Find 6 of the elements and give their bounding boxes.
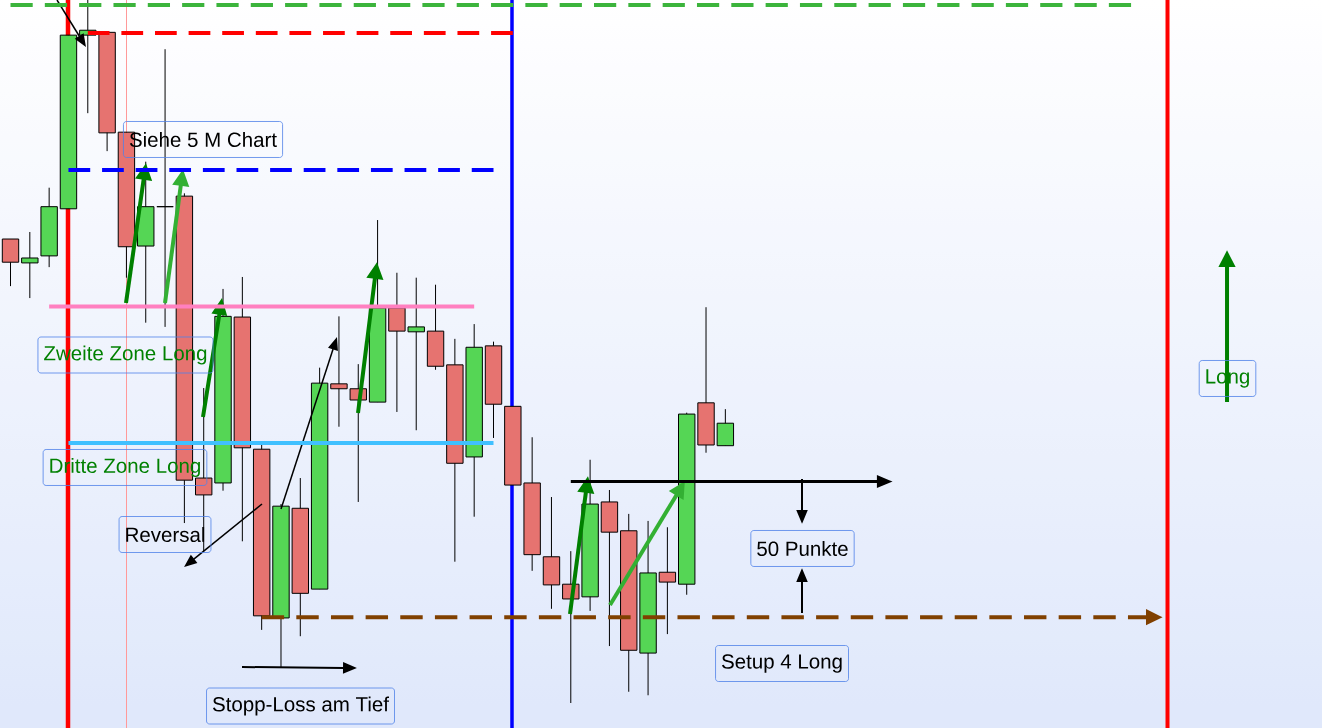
annotation: Stopp-Loss am Tief [212,696,390,716]
annotation: Setup 4 Long [721,654,842,673]
candlestick [658,526,677,635]
annotation: 50 Punkte [757,540,848,557]
candlestick [1,238,20,287]
candlestick [21,231,39,299]
